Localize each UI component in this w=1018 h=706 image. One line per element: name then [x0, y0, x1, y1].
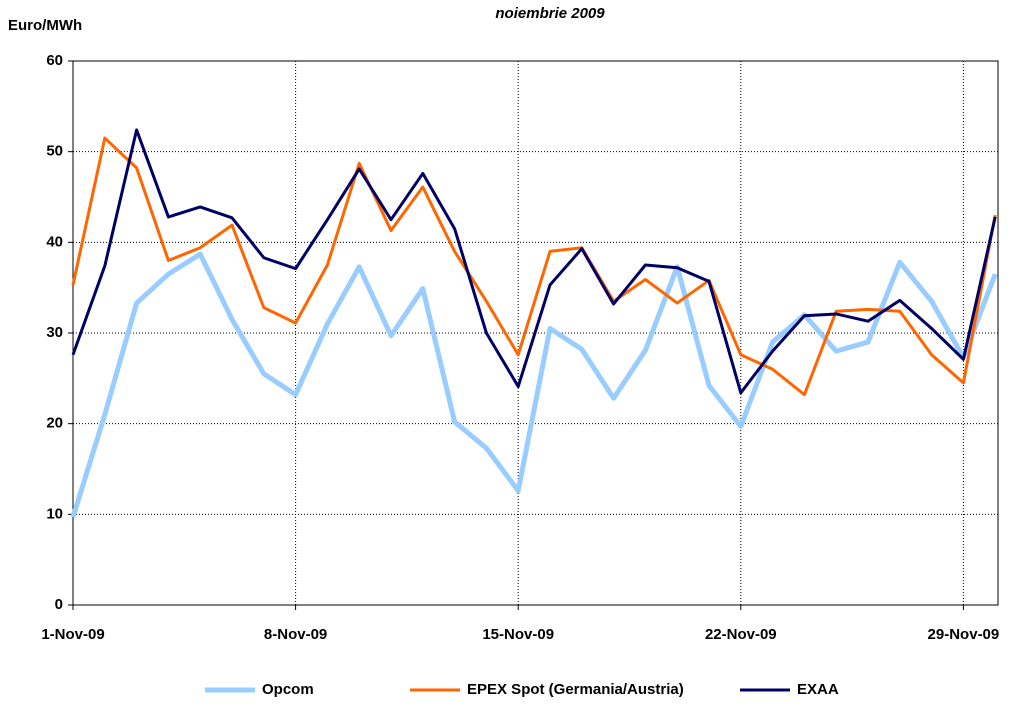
- y-tick-label: 0: [55, 596, 63, 613]
- x-tick-label: 15-Nov-09: [482, 626, 554, 643]
- y-tick-label: 10: [46, 505, 63, 522]
- y-tick-label: 60: [46, 52, 63, 69]
- x-tick-label: 1-Nov-09: [41, 626, 104, 643]
- x-tick-label: 8-Nov-09: [264, 626, 327, 643]
- y-tick-label: 20: [46, 415, 63, 432]
- series-line: [70, 251, 998, 518]
- legend-label: Opcom: [262, 681, 314, 698]
- series-line: [71, 128, 997, 395]
- x-tick-label: 29-Nov-09: [928, 626, 1000, 643]
- legend-label: EPEX Spot (Germania/Austria): [467, 681, 684, 698]
- series-line: [71, 136, 997, 397]
- chart-title: noiembrie 2009: [495, 5, 605, 22]
- y-tick-label: 50: [46, 143, 63, 160]
- y-tick-label: 30: [46, 324, 63, 341]
- y-tick-label: 40: [46, 233, 63, 250]
- x-tick-label: 22-Nov-09: [705, 626, 777, 643]
- y-axis-label: Euro/MWh: [8, 17, 82, 34]
- legend-label: EXAA: [797, 681, 839, 698]
